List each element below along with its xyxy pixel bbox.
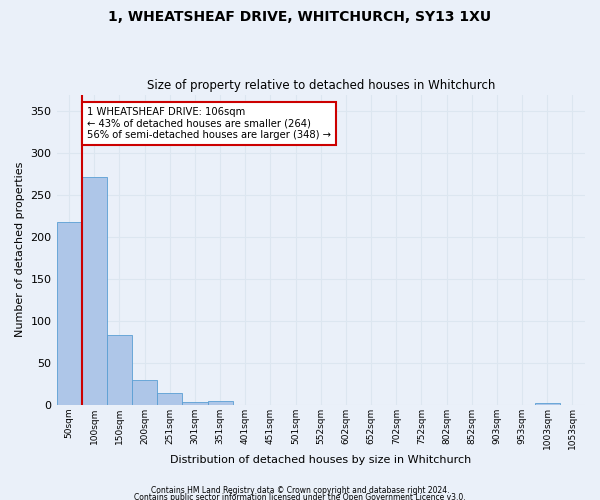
Bar <box>157 393 182 404</box>
Text: 1 WHEATSHEAF DRIVE: 106sqm
← 43% of detached houses are smaller (264)
56% of sem: 1 WHEATSHEAF DRIVE: 106sqm ← 43% of deta… <box>87 107 331 140</box>
X-axis label: Distribution of detached houses by size in Whitchurch: Distribution of detached houses by size … <box>170 455 472 465</box>
Y-axis label: Number of detached properties: Number of detached properties <box>15 162 25 337</box>
Bar <box>107 335 132 404</box>
Title: Size of property relative to detached houses in Whitchurch: Size of property relative to detached ho… <box>146 79 495 92</box>
Text: 1, WHEATSHEAF DRIVE, WHITCHURCH, SY13 1XU: 1, WHEATSHEAF DRIVE, WHITCHURCH, SY13 1X… <box>109 10 491 24</box>
Text: Contains public sector information licensed under the Open Government Licence v3: Contains public sector information licen… <box>134 494 466 500</box>
Bar <box>132 380 157 404</box>
Bar <box>182 402 208 404</box>
Bar <box>208 401 233 404</box>
Text: Contains HM Land Registry data © Crown copyright and database right 2024.: Contains HM Land Registry data © Crown c… <box>151 486 449 495</box>
Bar <box>56 222 82 404</box>
Bar <box>82 176 107 404</box>
Bar <box>535 403 560 404</box>
